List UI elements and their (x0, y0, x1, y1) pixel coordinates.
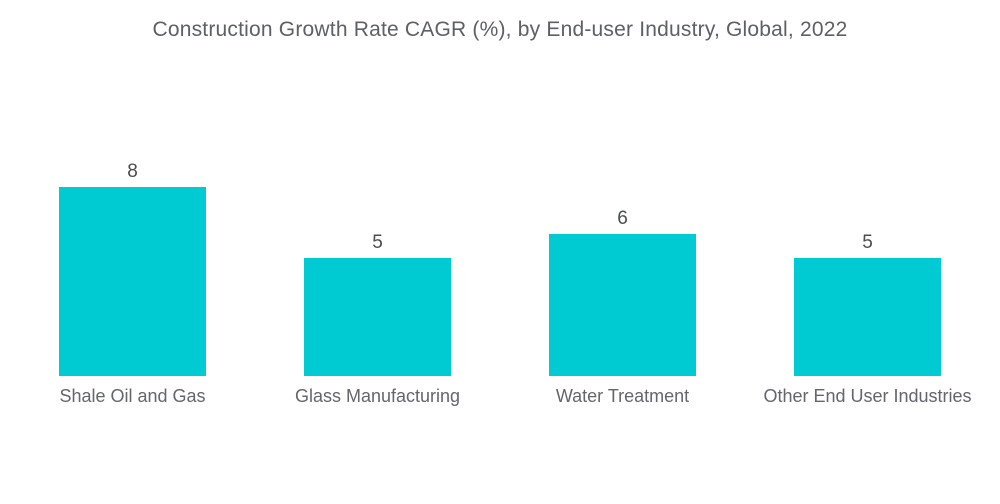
bar-value-label: 5 (862, 232, 873, 253)
category-label: Shale Oil and Gas (59, 386, 206, 406)
bar (59, 187, 206, 376)
category-label: Glass Manufacturing (294, 386, 461, 406)
bar (794, 258, 941, 376)
bar-column: 6 (500, 209, 745, 376)
bar-column: 5 (745, 233, 990, 376)
bar (304, 258, 451, 376)
category-label: Other End User Industries (763, 386, 972, 406)
bar-column: 5 (255, 233, 500, 376)
plot-area: 8 5 6 5 (10, 162, 990, 376)
bar-value-label: 5 (372, 232, 383, 253)
bar-value-label: 6 (617, 208, 628, 229)
category-axis: Shale Oil and Gas Glass Manufacturing Wate… (10, 386, 990, 408)
bar-value-label: 8 (127, 161, 138, 182)
category-label: Water Treatment (555, 386, 690, 406)
bar (549, 234, 696, 376)
chart-title: Construction Growth Rate CAGR (%), by En… (152, 18, 848, 41)
bar-column: 8 (10, 162, 255, 376)
